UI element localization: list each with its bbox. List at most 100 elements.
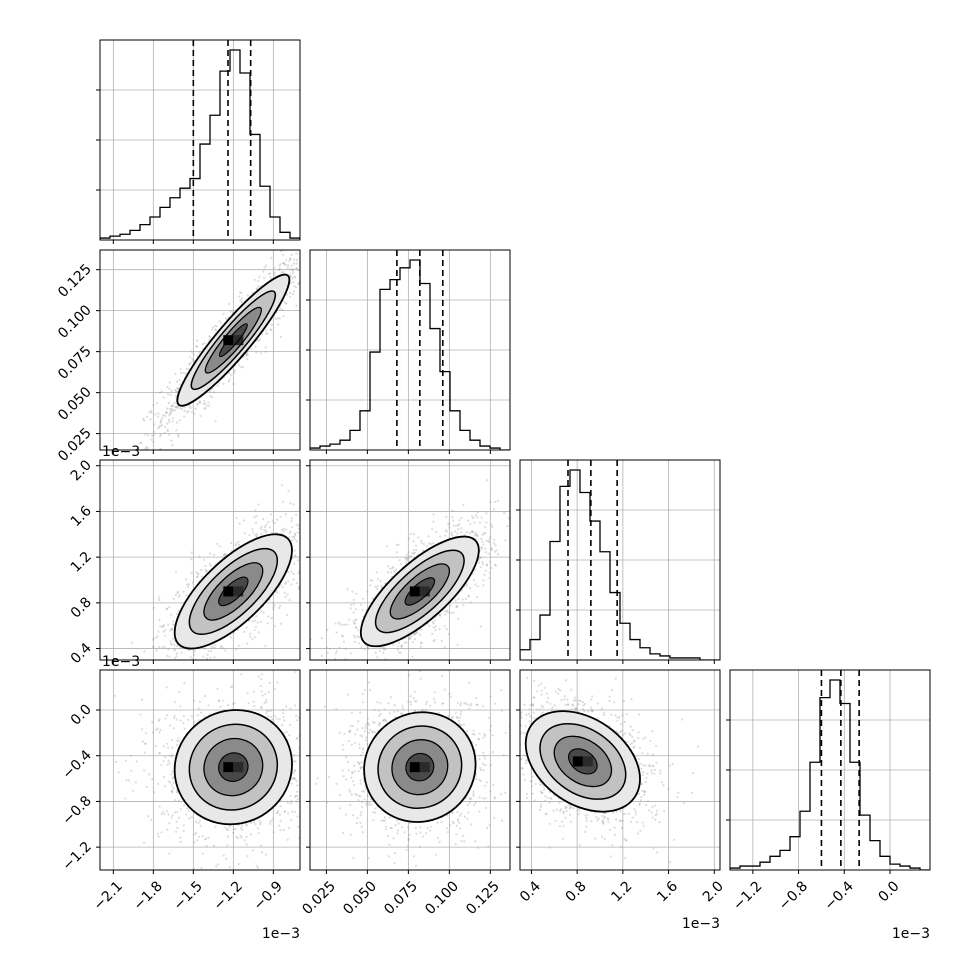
scatter-point [175, 645, 179, 648]
scatter-point [171, 746, 174, 749]
scatter-point [491, 548, 494, 551]
scatter-point [171, 408, 174, 412]
scatter-point [485, 521, 488, 524]
scatter-point [246, 642, 249, 645]
scatter-point [260, 525, 263, 528]
scatter-point [310, 250, 312, 252]
scatter-point [257, 631, 260, 634]
scatter-point [455, 606, 458, 609]
scatter-point [174, 389, 177, 392]
scatter-point [474, 514, 477, 517]
scatter-point [326, 651, 329, 654]
scatter-point [487, 540, 490, 543]
scatter-point [439, 535, 442, 538]
contour-line [203, 562, 264, 621]
scatter-point [286, 264, 290, 267]
scatter-point [295, 582, 299, 585]
scatter-point [182, 829, 185, 833]
scatter-point [189, 686, 191, 688]
scatter-point [260, 609, 263, 613]
scatter-point [295, 540, 298, 543]
scatter-point [157, 630, 160, 633]
scatter-point [289, 530, 292, 533]
scatter-point [183, 406, 186, 409]
scatter-point [305, 538, 307, 540]
scatter-point [494, 544, 497, 547]
scatter-point [279, 263, 282, 266]
scatter-point [361, 597, 365, 600]
scatter-point [450, 533, 453, 536]
scatter-point [200, 575, 203, 578]
scatter-point [333, 662, 335, 664]
scatter-point [361, 609, 364, 612]
scatter-point [333, 672, 335, 674]
scatter-point [264, 332, 267, 335]
scatter-point [169, 677, 171, 679]
scatter-point [272, 606, 275, 609]
scatter-point [192, 699, 196, 702]
panel-frame [99, 459, 301, 661]
scatter-point [174, 406, 177, 409]
scatter-point [164, 717, 167, 720]
scatter-point [246, 855, 249, 858]
scatter-point [163, 645, 167, 648]
scatter-point [302, 526, 304, 528]
scatter-point [190, 410, 193, 413]
scatter-point [258, 275, 261, 279]
scatter-point [152, 404, 155, 407]
scatter-point [169, 410, 172, 413]
scatter-point [159, 728, 162, 732]
scatter-point [386, 571, 390, 574]
scatter-point [245, 351, 249, 355]
scatter-point [195, 345, 198, 348]
scatter-point [177, 433, 180, 436]
scatter-point [279, 335, 283, 339]
scatter-point [269, 328, 272, 331]
scatter-point [356, 677, 358, 679]
scatter-point [177, 668, 179, 670]
scatter-point [160, 433, 163, 436]
scatter-point [315, 237, 317, 239]
scatter-point [181, 407, 184, 411]
scatter-point [167, 393, 170, 396]
scatter-point [161, 454, 163, 456]
scatter-point [261, 694, 264, 697]
scatter-point [348, 618, 351, 621]
scatter-point [145, 415, 149, 418]
scatter-point [157, 426, 160, 430]
scatter-point [216, 863, 220, 866]
scatter-point [173, 644, 176, 647]
scatter-point [167, 418, 170, 421]
scatter-point [409, 635, 412, 638]
scatter-point [381, 660, 383, 662]
scatter-point [259, 823, 262, 826]
scatter-point [279, 515, 282, 518]
scatter-point [456, 643, 459, 646]
scatter-point [203, 407, 206, 410]
scatter-point [488, 560, 492, 563]
scatter-point [479, 566, 482, 569]
density-peak-bin [409, 586, 420, 597]
scatter-point [406, 559, 409, 562]
scatter-point [444, 529, 447, 532]
scatter-point [237, 862, 240, 866]
scatter-point [257, 339, 260, 342]
scatter-point [488, 540, 491, 543]
scatter-point [190, 715, 193, 718]
scatter-point [251, 637, 254, 640]
scatter-point [421, 549, 424, 552]
scatter-point [203, 715, 206, 718]
scatter-point [288, 259, 291, 262]
scatter-point [263, 276, 266, 279]
scatter-point [472, 579, 475, 582]
scatter-point [178, 379, 181, 382]
scatter-point [489, 501, 492, 504]
scatter-point [353, 622, 356, 625]
scatter-point [474, 531, 477, 534]
scatter-point [293, 276, 297, 279]
scatter-point [480, 546, 483, 550]
scatter-point [227, 380, 230, 383]
scatter-point [321, 686, 323, 688]
scatter-point [346, 588, 349, 591]
contour-line [218, 576, 249, 607]
